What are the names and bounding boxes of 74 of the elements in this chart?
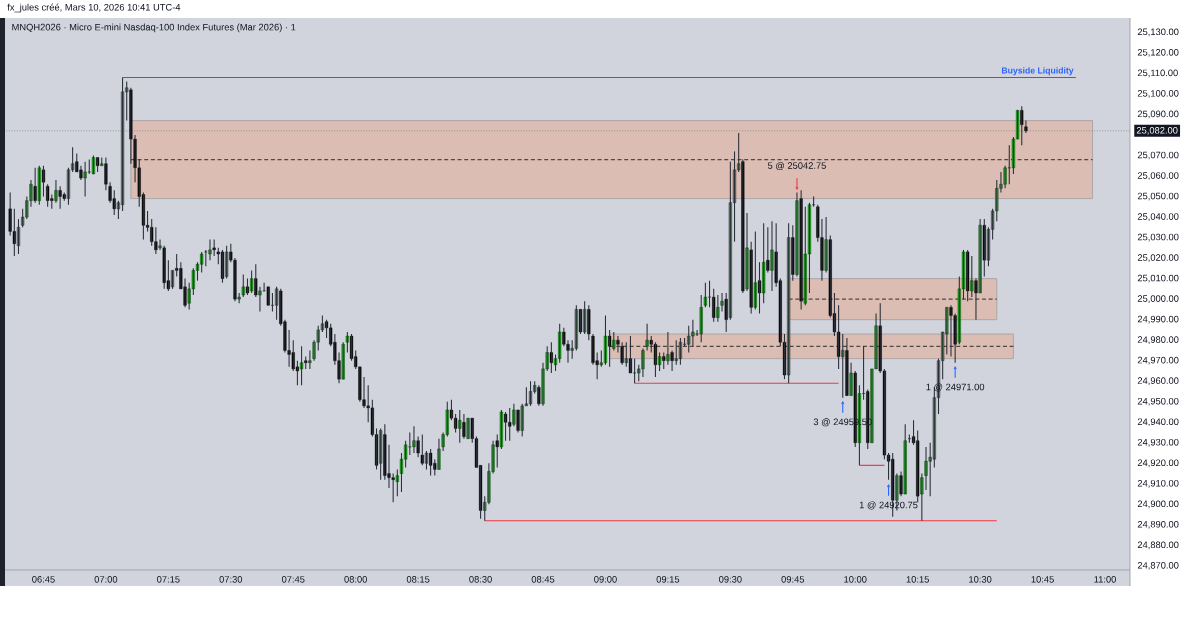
y-tick-label: 24,900.00	[1137, 500, 1179, 509]
candlestick	[420, 434, 424, 466]
x-tick-label: 08:00	[344, 576, 368, 583]
x-tick-label: 07:00	[94, 576, 118, 583]
candlestick	[87, 159, 91, 175]
x-tick-label: 10:30	[969, 576, 992, 583]
candlestick	[379, 427, 383, 481]
chart-subtitle: fx_jules créé, Mars 10, 2026 10:41 UTC-4	[7, 3, 181, 13]
x-tick-label: 08:45	[531, 576, 555, 583]
x-tick-label: 08:30	[469, 576, 492, 583]
y-tick-label: 24,890.00	[1137, 521, 1179, 529]
annotation: 5 @ 25042.75	[767, 162, 826, 171]
y-tick-label: 24,910.00	[1137, 479, 1179, 488]
y-tick-label: 24,870.00	[1137, 562, 1179, 570]
candlestick	[37, 165, 41, 206]
y-tick-label: 24,880.00	[1137, 541, 1179, 550]
candlestick	[528, 380, 533, 407]
y-tick-label: 25,050.00	[1137, 192, 1179, 201]
text: MNQH2026 · Micro E-mini Nasdaq-100 Index Futures (Mar 2026) · 1	[12, 23, 296, 33]
candlestick	[628, 335, 632, 374]
candlestick	[558, 323, 562, 364]
y-tick-label: 24,960.00	[1137, 377, 1179, 386]
y-tick-label: 24,970.00	[1137, 356, 1179, 365]
candlestick	[46, 183, 50, 208]
y-tick-label: 25,010.00	[1137, 274, 1179, 283]
x-tick-label: 09:45	[781, 576, 805, 583]
x-tick-label: 06:45	[32, 576, 55, 583]
x-tick-label: 08:15	[406, 576, 430, 583]
y-tick-label: 25,070.00	[1137, 151, 1179, 160]
candlestick	[220, 249, 225, 284]
x-tick-label: 07:30	[219, 576, 243, 583]
candlestick	[458, 409, 462, 444]
y-tick-label: 24,930.00	[1137, 438, 1179, 447]
candlestick	[699, 294, 703, 343]
y-tick-label: 25,000.00	[1137, 295, 1179, 303]
candlestick	[741, 159, 745, 294]
candlestick	[520, 403, 524, 438]
x-tick-label: 11:00	[1094, 576, 1116, 583]
candlestick	[612, 331, 616, 351]
y-tick-label: 24,940.00	[1137, 418, 1179, 427]
x-tick-label: 07:15	[157, 576, 180, 583]
y-tick-label: 25,130.00	[1137, 28, 1179, 37]
y-tick-label: 25,120.00	[1137, 49, 1179, 57]
x-tick-label: 09:15	[656, 576, 680, 583]
y-tick-label: 25,100.00	[1137, 90, 1179, 98]
y-tick-label: 24,920.00	[1137, 459, 1179, 468]
y-tick-label: 25,030.00	[1137, 233, 1179, 242]
candlestick	[678, 337, 682, 366]
candlestick	[712, 288, 716, 323]
candlestick	[408, 431, 412, 456]
y-tick-label: 24,950.00	[1137, 397, 1179, 406]
candlestick	[603, 315, 608, 366]
series-label: Buyside Liquidity	[1001, 67, 1074, 76]
y-tick-label: 25,020.00	[1137, 254, 1179, 262]
y-tick-label: 25,040.00	[1137, 213, 1179, 221]
x-tick-label: 09:30	[719, 576, 742, 583]
y-tick-label: 25,090.00	[1137, 110, 1179, 119]
candlestick	[762, 222, 766, 304]
x-tick-label: 09:00	[594, 576, 617, 583]
candlestick	[1020, 105, 1024, 146]
y-tick-label: 25,060.00	[1137, 172, 1179, 180]
x-tick-label: 10:00	[844, 576, 867, 583]
y-tick-label: 24,990.00	[1137, 315, 1179, 324]
candlestick	[508, 407, 512, 442]
y-tick-label: 25,110.00	[1137, 69, 1178, 78]
candlestick	[266, 286, 270, 306]
candlestick	[200, 251, 204, 273]
candlestick	[903, 423, 907, 495]
x-tick-label: 10:15	[906, 576, 929, 583]
y-tick-label: 24,980.00	[1137, 336, 1179, 345]
x-tick-label: 07:45	[281, 576, 305, 583]
x-tick-label: 10:45	[1031, 576, 1054, 583]
ref-line-label: 25,082.00	[1136, 127, 1178, 135]
candlestick	[841, 333, 845, 399]
